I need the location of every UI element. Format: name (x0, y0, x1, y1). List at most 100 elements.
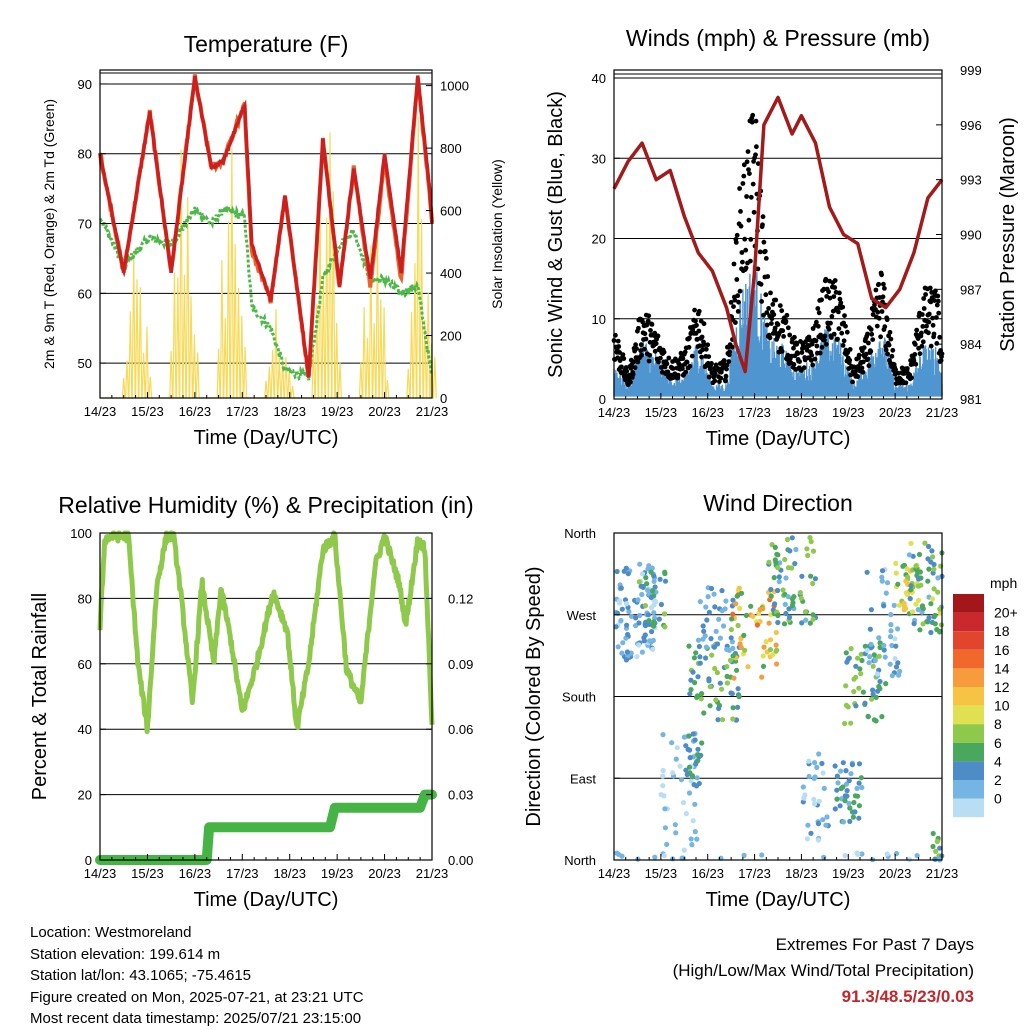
direction-point (832, 806, 838, 812)
direction-point (709, 652, 715, 658)
direction-point (733, 601, 739, 607)
gust-point (718, 375, 724, 381)
direction-point (626, 609, 632, 615)
direction-point (844, 659, 850, 665)
y2-tick-label: 990 (960, 228, 982, 243)
x-tick-label: 17/23 (738, 405, 771, 420)
y-tick-label: 20 (592, 232, 606, 247)
gust-point (703, 346, 709, 352)
direction-point (661, 853, 668, 859)
direction-point (802, 609, 809, 615)
direction-point (810, 612, 816, 618)
y2-tick-label: 1000 (440, 79, 469, 94)
direction-point (623, 601, 630, 607)
gust-point (642, 331, 648, 337)
direction-point (738, 590, 745, 596)
direction-point (640, 583, 646, 590)
direction-point (697, 599, 703, 605)
direction-point (692, 829, 698, 835)
gust-point (917, 351, 923, 357)
direction-point (688, 677, 694, 683)
gust-point (785, 325, 791, 331)
direction-point (888, 612, 894, 618)
direction-point (873, 694, 879, 701)
direction-point (846, 800, 852, 807)
direction-point (662, 570, 668, 577)
direction-point (834, 787, 840, 793)
direction-point (815, 821, 822, 827)
gust-point (826, 326, 832, 332)
gust-point (638, 348, 644, 353)
gust-point (687, 363, 693, 369)
direction-point (705, 594, 711, 600)
direction-point (642, 621, 648, 627)
direction-point (859, 851, 865, 857)
chart-title: Wind Direction (703, 490, 853, 516)
gust-point (658, 355, 663, 361)
gust-point (860, 369, 866, 375)
y2-tick-label: 999 (960, 63, 982, 78)
gust-point (734, 232, 740, 238)
direction-point (810, 548, 817, 554)
gust-point (815, 323, 821, 329)
winds-pressure-chart: 14/23 15/23 16/23 17/23 18/23 19/23 20/23 21/23… (545, 25, 1019, 450)
gust-point (890, 347, 896, 353)
gust-point (791, 362, 797, 367)
legend-swatch (953, 668, 984, 687)
direction-point (680, 800, 687, 806)
x-tick-label: 20/23 (879, 405, 912, 420)
direction-point (651, 623, 657, 629)
gust-point (721, 358, 727, 363)
direction-point (854, 785, 860, 792)
gust-point (683, 369, 689, 375)
direction-point (819, 760, 825, 767)
direction-point (870, 663, 876, 669)
direction-point (642, 603, 649, 609)
x-tick-label: 16/23 (179, 404, 212, 419)
y2-tick-label: 996 (960, 118, 982, 133)
direction-point (856, 780, 862, 786)
gust-point (643, 336, 649, 342)
direction-point (620, 640, 626, 646)
gust-point (914, 327, 920, 333)
gust-point (767, 335, 773, 341)
gust-point (831, 294, 837, 299)
direction-point (652, 584, 658, 590)
direction-point (760, 663, 767, 670)
gust-point (733, 240, 739, 245)
latlon-text: Station lat/lon: 43.1065; -75.4615 (30, 967, 252, 984)
direction-point (662, 806, 668, 812)
direction-point (645, 612, 652, 618)
direction-point (651, 573, 657, 579)
direction-point (636, 642, 642, 648)
extremes-values: 91.3/48.5/23/0.03 (841, 987, 974, 1006)
direction-point (807, 535, 813, 541)
direction-point (673, 756, 679, 762)
direction-point (926, 543, 932, 550)
direction-point (700, 623, 706, 629)
station-info: Location: Westmoreland Station elevation… (30, 922, 364, 1030)
direction-point (720, 623, 727, 629)
gust-point (656, 359, 661, 365)
y-tick-label: 80 (78, 147, 92, 162)
direction-point (775, 565, 781, 571)
elevation-text: Station elevation: 199.614 m (30, 945, 221, 963)
direction-point (908, 583, 914, 589)
direction-point (703, 655, 709, 661)
x-tick-label: 19/23 (321, 404, 354, 419)
direction-point (708, 585, 715, 592)
y-tick-label: 60 (78, 286, 92, 301)
gust-point (760, 214, 766, 220)
direction-point (623, 657, 630, 663)
direction-point (759, 674, 765, 680)
gust-point (753, 118, 759, 124)
gust-point (726, 359, 732, 364)
direction-point (856, 761, 863, 767)
gust-point (870, 337, 876, 342)
gust-point (763, 256, 769, 261)
gust-point (706, 354, 712, 359)
direction-point (787, 548, 793, 554)
direction-point (893, 560, 899, 567)
legend-label: 16 (994, 642, 1010, 658)
direction-point (719, 686, 725, 692)
